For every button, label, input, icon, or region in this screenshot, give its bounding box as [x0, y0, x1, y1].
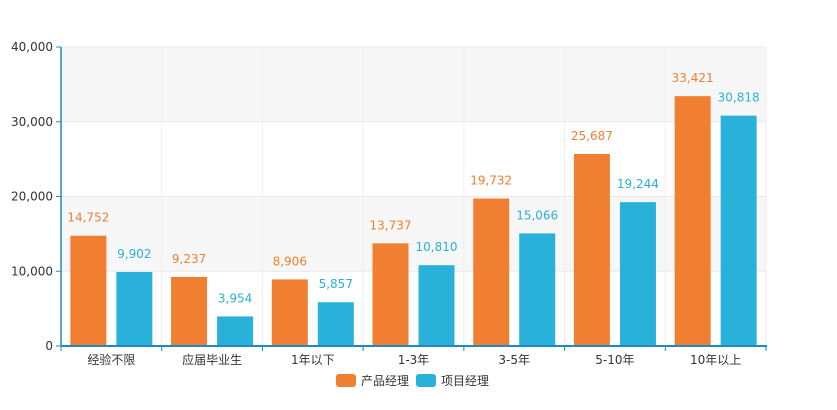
- data-label: 10,810: [416, 240, 458, 254]
- data-label: 8,906: [273, 254, 307, 268]
- x-tick-label: 经验不限: [87, 352, 135, 367]
- grid-bands: [61, 47, 766, 272]
- bar-series-2[interactable]: [116, 271, 153, 346]
- data-label: 9,902: [117, 247, 151, 261]
- data-label: 3,954: [218, 291, 252, 305]
- data-label: 25,687: [571, 129, 613, 143]
- bar-series-1[interactable]: [271, 279, 308, 346]
- legend-label: 项目经理: [441, 374, 489, 388]
- bar-series-1[interactable]: [473, 198, 510, 346]
- bar-series-2[interactable]: [217, 316, 254, 346]
- x-tick-label: 5-10年: [595, 353, 634, 367]
- bar-series-2[interactable]: [418, 265, 455, 346]
- y-tick-label: 30,000: [11, 115, 53, 129]
- bar-series-1[interactable]: [674, 96, 711, 346]
- legend-item[interactable]: 产品经理: [336, 374, 409, 388]
- bars-layer: [70, 96, 757, 346]
- x-tick-label: 3-5年: [498, 353, 530, 367]
- bar-series-2[interactable]: [519, 233, 556, 346]
- bar-series-2[interactable]: [720, 115, 757, 346]
- grid-band: [61, 196, 766, 272]
- legend-swatch: [416, 374, 436, 387]
- data-label: 14,752: [67, 211, 109, 225]
- x-tick-label: 1-3年: [398, 353, 430, 367]
- data-label: 9,237: [172, 252, 206, 266]
- legend-item[interactable]: 项目经理: [416, 374, 489, 388]
- legend[interactable]: 产品经理 项目经理: [336, 374, 489, 388]
- data-label: 30,818: [718, 91, 760, 105]
- x-tick-label: 1年以下: [291, 353, 335, 367]
- bar-series-1[interactable]: [372, 243, 409, 346]
- x-axis: 经验不限 应届毕业生 1年以下 1-3年 3-5年 5-10年 10年以上: [60, 345, 767, 367]
- data-label: 33,421: [672, 71, 714, 85]
- y-tick-label: 10,000: [11, 264, 53, 278]
- bar-series-1[interactable]: [70, 235, 107, 346]
- legend-swatch: [336, 374, 356, 387]
- data-label: 19,244: [617, 177, 659, 191]
- bar-series-2[interactable]: [619, 202, 656, 346]
- bar-series-1[interactable]: [573, 153, 610, 346]
- data-label: 15,066: [516, 208, 558, 222]
- grid-band: [61, 47, 766, 122]
- y-tick-label: 40,000: [11, 40, 53, 54]
- y-axis: 0 10,000 20,000 30,000 40,000: [11, 40, 62, 353]
- y-tick-label: 0: [45, 339, 53, 353]
- data-label: 5,857: [319, 277, 353, 291]
- data-labels-layer: 14,752 9,902 9,237 3,954 8,906 5,857 13,737 10,…: [67, 71, 759, 305]
- legend-label: 产品经理: [361, 374, 409, 388]
- bar-series-1[interactable]: [171, 276, 208, 346]
- data-label: 13,737: [370, 218, 412, 232]
- grid-lines: [61, 46, 767, 346]
- data-label: 19,732: [470, 174, 512, 188]
- bar-series-2[interactable]: [317, 302, 354, 346]
- y-tick-label: 20,000: [11, 190, 53, 204]
- x-tick-label: 10年以上: [690, 353, 741, 367]
- x-tick-label: 应届毕业生: [182, 352, 242, 367]
